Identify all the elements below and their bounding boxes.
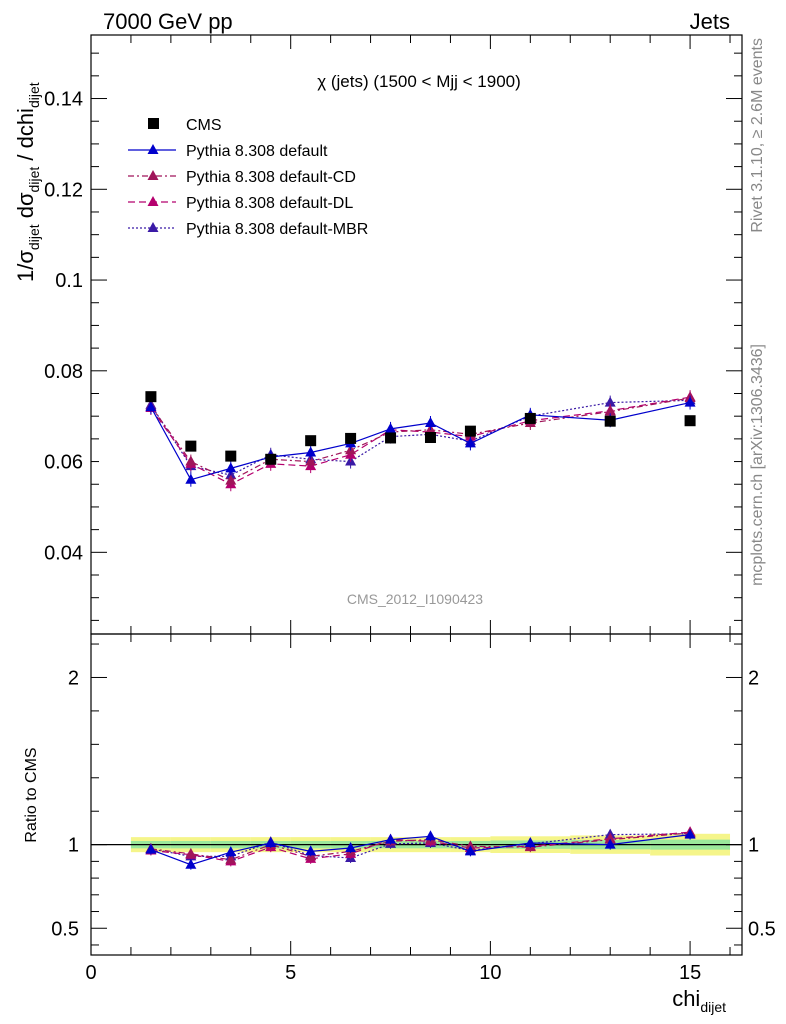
x-axis-label: chidijet: [672, 986, 726, 1015]
legend-marker: [147, 196, 159, 206]
main-series-1-point: [385, 422, 397, 433]
cms-point: [424, 432, 436, 444]
legend: CMS Pythia 8.308 default Pythia 8.308 defa…: [128, 117, 368, 238]
main-y-axis-label: 1/σdijet dσdijet / dchidijet: [13, 82, 42, 282]
legend-marker: [147, 222, 159, 232]
header-right: Jets: [690, 9, 730, 34]
y-tick-label: 0.06: [44, 452, 83, 474]
y-tick-label: 0.04: [44, 542, 83, 564]
cms-point: [524, 412, 536, 424]
ratio-series-0-point: [604, 838, 616, 849]
cms-point: [305, 435, 317, 447]
y-tick-label: 0.14: [44, 89, 83, 111]
ratio-series-1-point: [225, 853, 237, 864]
cms-point: [145, 391, 157, 403]
cms-point: [345, 432, 357, 444]
main-series-2-point: [305, 455, 317, 466]
mcplots-label: mcplots.cern.ch [arXiv:1306.3436]: [749, 344, 766, 586]
ratio-y-tick-label-right: 0.5: [748, 918, 776, 940]
ratio-series-0-point: [524, 836, 536, 847]
main-series-1-point: [424, 416, 436, 427]
ratio-y-tick-label-right: 1: [748, 835, 759, 857]
main-series-1-point: [145, 401, 157, 412]
main-series-4-point: [604, 396, 616, 407]
ratio-series-1-point: [185, 847, 197, 858]
y-tick-label: 0.1: [55, 270, 83, 292]
ratio-series-0-point: [185, 858, 197, 869]
main-series-3-line: [150, 396, 691, 485]
ratio-series-0-point: [385, 833, 397, 844]
watermark: CMS_2012_I1090423: [347, 591, 483, 607]
legend-label: CMS: [186, 117, 222, 134]
main-series-1-point: [225, 462, 237, 473]
main-series-2-point: [185, 455, 197, 466]
ratio-series-0-line: [150, 834, 691, 866]
cms-point: [265, 453, 277, 465]
ratio-series-3-line: [150, 833, 691, 859]
ratio-y-tick-label: 1: [68, 835, 79, 857]
ratio-series-1-point: [464, 840, 476, 851]
main-series-1-point: [185, 473, 197, 484]
legend-label: Pythia 8.308 default-CD: [186, 169, 356, 186]
legend-marker: [147, 170, 159, 180]
x-tick-label: 10: [479, 962, 501, 984]
ratio-y-axis-label: Ratio to CMS: [23, 747, 40, 842]
ratio-series-0-point: [684, 828, 696, 839]
ratio-series-0-point: [345, 842, 357, 852]
ratio-series-0-point: [265, 836, 277, 847]
legend-marker: [147, 144, 159, 154]
ratio-series-1-point: [604, 833, 616, 844]
ratio-y-tick-label-right: 2: [748, 667, 759, 689]
main-series-1-line: [150, 401, 691, 481]
ratio-series-0-point: [424, 830, 436, 841]
ratio-plot-panel: 0.5 0.5 1 1 2 2 0 5 10 15: [51, 633, 776, 984]
cms-point: [604, 415, 616, 427]
ratio-y-tick-label: 0.5: [51, 918, 79, 940]
main-series-4-line: [150, 399, 691, 476]
main-series-2-line: [150, 397, 691, 482]
ratio-series-0-point: [464, 845, 476, 856]
ratio-series-0-point: [305, 845, 317, 856]
ratio-frame: [90, 633, 743, 956]
legend-label: Pythia 8.308 default: [186, 143, 328, 160]
x-tick-label: 5: [285, 962, 296, 984]
cms-point: [225, 450, 237, 462]
main-series-1-point: [305, 446, 317, 457]
legend-label: Pythia 8.308 default-DL: [186, 195, 353, 212]
ratio-series-0-point: [145, 843, 157, 854]
y-tick-label: 0.12: [44, 179, 83, 201]
ratio-series-1-line: [150, 832, 691, 861]
rivet-label: Rivet 3.1.10, ≥ 2.6M events: [749, 38, 766, 233]
main-series-1-point: [684, 396, 696, 407]
x-tick-label: 0: [85, 962, 96, 984]
cms-point: [684, 415, 696, 427]
main-series-2-point: [604, 405, 616, 416]
main-series-1-point: [464, 437, 476, 448]
cms-point: [385, 432, 397, 444]
ratio-series-0-point: [225, 846, 237, 857]
plot-title: χ (jets) (1500 < Mjj < 1900): [317, 72, 521, 91]
cms-point: [185, 440, 197, 452]
cms-point: [464, 425, 476, 437]
legend-label: Pythia 8.308 default-MBR: [186, 221, 368, 238]
x-tick-label: 15: [679, 962, 701, 984]
main-series-2-point: [225, 474, 237, 485]
ratio-y-tick-label: 2: [68, 667, 79, 689]
main-plot-panel: 0.04 0.06 0.08 0.1 0.12 0.14 χ (jets) (1500 <…: [44, 34, 743, 635]
header-left: 7000 GeV pp: [103, 9, 233, 34]
y-tick-label: 0.08: [44, 361, 83, 383]
legend-marker-cms: [148, 118, 159, 129]
